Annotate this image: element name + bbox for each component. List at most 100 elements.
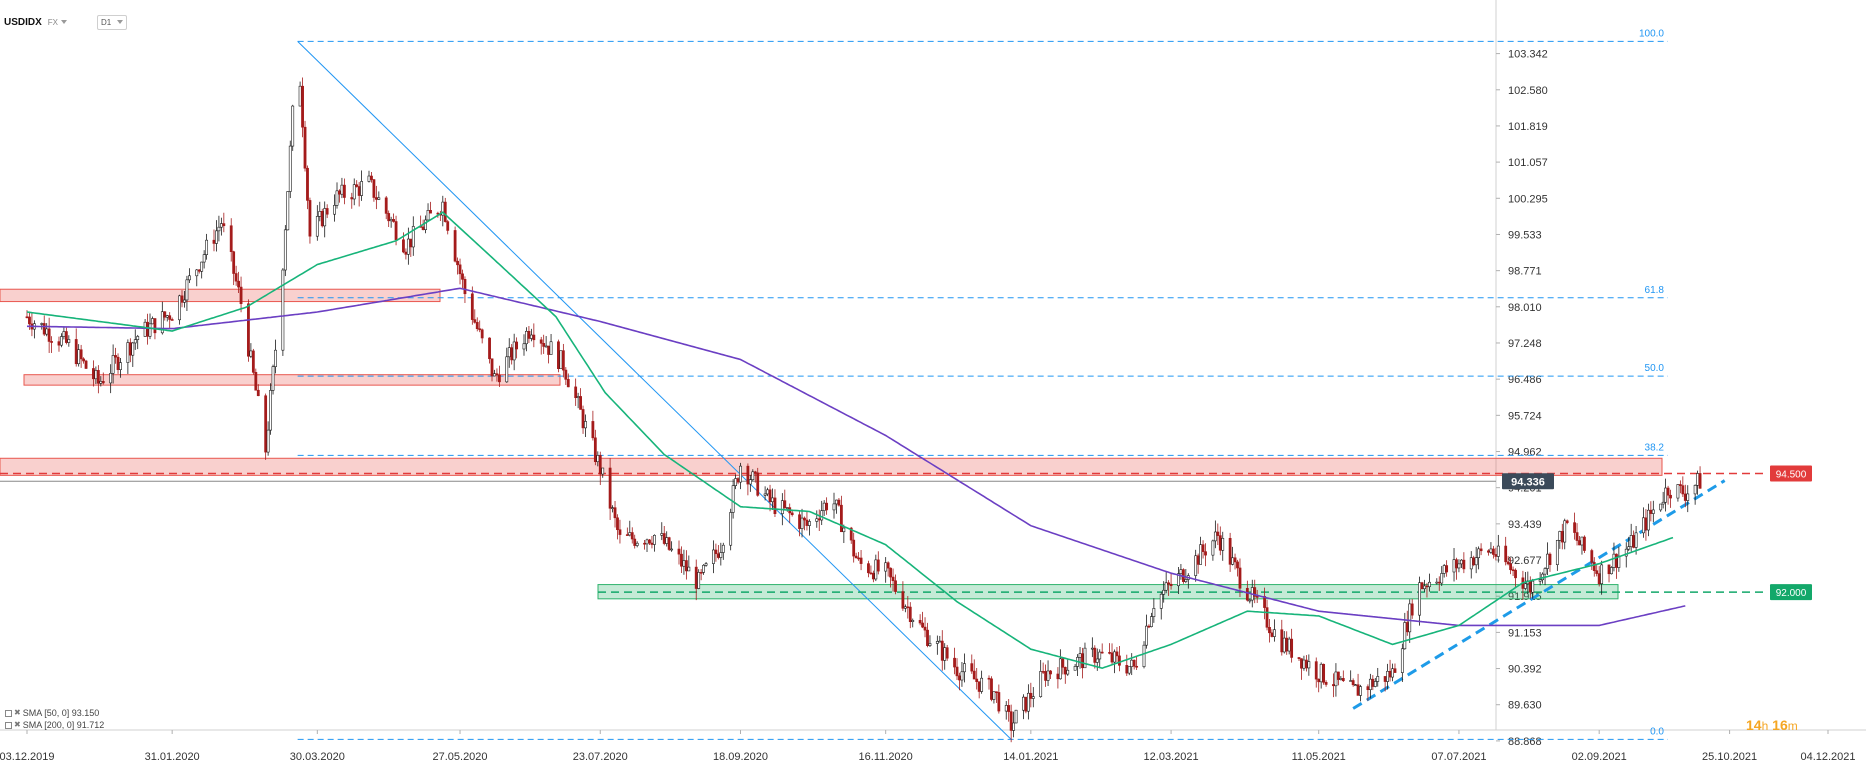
candle-body [232,251,236,274]
candle-body [1440,573,1444,584]
candle-body [119,362,122,370]
candle-body [1093,647,1097,663]
close-icon[interactable]: ✖ [14,708,21,717]
candle-body [335,190,339,206]
candle-body [325,208,329,215]
legend-sma50[interactable]: ✖ SMA [50, 0] 93.150 [5,707,104,719]
candle-body [839,504,843,533]
candle-body [1418,582,1421,616]
settings-icon[interactable] [5,709,12,717]
candle-body [704,563,708,566]
candle-body [918,620,922,624]
resistance-zone [0,457,1663,476]
indicator-legend: ✖ SMA [50, 0] 93.150 ✖ SMA [200, 0] 91.7… [5,707,104,731]
candle-body [212,239,216,244]
candle-body [1642,517,1645,534]
candle-body [96,370,100,384]
candle-body [1300,658,1303,669]
candle-body [1132,659,1136,667]
candle-body [940,640,944,661]
candle-body [1477,548,1481,559]
candle-body [665,537,669,544]
candle-body [618,529,622,535]
candle-body [424,219,427,230]
support-level-tag [1770,584,1812,601]
candle-body [574,386,578,399]
candle-body [1425,585,1429,588]
close-icon[interactable]: ✖ [14,720,21,729]
candle-body [1393,668,1397,673]
candle-body [109,373,113,384]
candle-body [1280,629,1284,653]
candle-body [1386,670,1389,682]
candle-body [205,239,209,255]
candle-body [360,181,364,196]
symbol-label[interactable]: USDIDX [4,16,42,28]
candle-body [785,507,789,509]
y-tick-label: 92.677 [1508,555,1542,567]
timeframe-label: D1 [101,17,112,27]
y-tick-label: 99.533 [1508,229,1542,241]
candle-body [165,315,169,318]
candle-body [1452,559,1456,573]
candle-body [1489,548,1493,553]
candle-body [473,319,477,323]
candle-body [1366,686,1370,690]
candle-body [1341,678,1345,682]
candle-body [1359,686,1362,696]
candle-body [1319,663,1323,683]
candle-body [372,179,376,198]
resistance-zone [0,288,441,303]
candle-body [1659,503,1663,511]
candle-body [143,321,147,337]
candle-body [443,201,447,222]
candle-body [684,560,688,572]
candle-body [480,329,484,339]
candle-body [1290,638,1294,658]
candle-body [1245,587,1249,601]
candle-body [429,210,432,214]
candle-body [1646,509,1650,531]
candle-body [773,497,777,515]
candle-body [1368,678,1372,690]
settings-icon[interactable] [5,721,12,729]
candle-body [1573,522,1576,533]
candle-body [1376,676,1380,682]
candle-body [1607,564,1611,575]
timeframe-select[interactable]: D1 [97,14,128,30]
x-tick-label: 25.10.2021 [1702,751,1757,763]
candle-body [136,336,140,340]
x-tick-label: 16.11.2020 [859,751,913,763]
fib-level-label: 38.2 [1645,442,1665,453]
candle-body [1669,494,1672,499]
candle-body [601,467,605,475]
fib-level-label: 100.0 [1639,28,1664,39]
legend-sma200[interactable]: ✖ SMA [200, 0] 91.712 [5,719,104,731]
candle-body [680,553,683,567]
candle-body [633,538,637,546]
candle-body [404,251,408,255]
candle-body [458,264,462,275]
candle-body [616,517,619,531]
candle-body [1022,696,1025,711]
candle-body [1046,670,1050,681]
candle-body [1218,535,1222,551]
candle-body [1238,567,1242,589]
candle-body [1506,561,1510,565]
candle-body [542,343,546,347]
candle-body [507,347,511,358]
candle-body [1297,657,1301,659]
candle-body [1039,671,1043,697]
candle-body [835,499,838,505]
candle-body [1115,651,1119,657]
candle-body [1268,627,1271,634]
candle-body [529,334,533,339]
candle-body [1095,658,1099,663]
candle-body [591,421,595,439]
instrument-type[interactable]: FX [48,18,68,27]
candle-body [1317,678,1321,683]
candle-body [955,666,959,677]
candle-body [402,239,405,253]
fib-level-label: 0.0 [1650,726,1664,737]
